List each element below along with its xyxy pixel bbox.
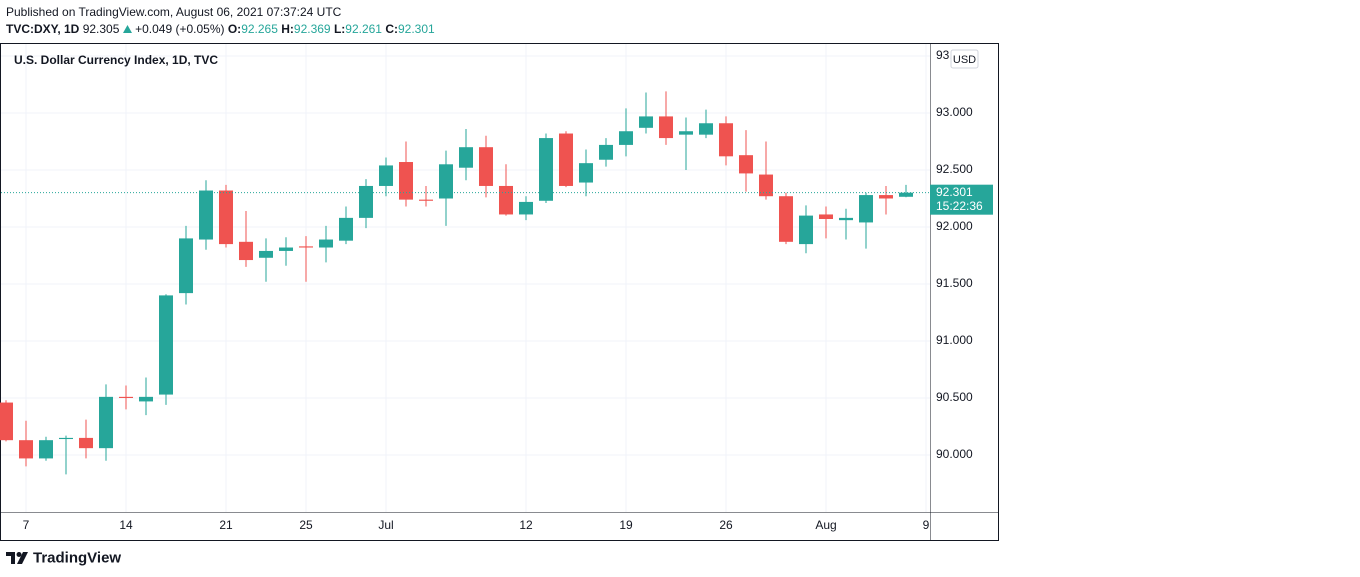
- last-price-box: [930, 184, 993, 215]
- candle-body: [899, 192, 913, 197]
- candle-body: [159, 295, 173, 395]
- candle-body: [659, 116, 673, 139]
- candle-body: [99, 396, 113, 449]
- close: 92.301: [398, 22, 435, 36]
- chart-title: U.S. Dollar Currency Index, 1D, TVC: [14, 53, 218, 67]
- high: 92.369: [293, 22, 331, 36]
- x-tick-label: 9: [923, 518, 930, 532]
- x-tick-label: 26: [719, 518, 733, 532]
- candle-body: [739, 155, 753, 174]
- candle-body: [779, 196, 793, 242]
- y-tick-label: 93.000: [936, 105, 973, 119]
- candle-body: [299, 246, 313, 248]
- symbol: TVC:DXY, 1D: [6, 22, 80, 36]
- symbol-line: TVC:DXY, 1D 92.305 +0.049 (+0.05%) O:92.…: [6, 22, 435, 36]
- candle-body: [59, 437, 73, 440]
- candle-body: [339, 217, 353, 241]
- candle-body: [119, 396, 133, 398]
- candle-body: [439, 164, 453, 199]
- candle-body: [499, 185, 513, 215]
- y-tick-label: 91.000: [936, 333, 973, 347]
- open: 92.265: [241, 22, 278, 36]
- x-tick-label: 7: [23, 518, 30, 532]
- candle-body: [879, 195, 893, 199]
- candle-body: [279, 247, 293, 251]
- currency: USD: [953, 54, 976, 66]
- candle-body: [179, 238, 193, 294]
- last-price-label: 92.301: [936, 185, 973, 199]
- low: 92.261: [345, 22, 382, 36]
- candle-body: [799, 215, 813, 245]
- candle-body: [19, 440, 33, 459]
- candle-body: [39, 440, 53, 459]
- candle-body: [559, 133, 573, 186]
- high-label: H:: [281, 22, 294, 36]
- x-tick-label: 25: [299, 518, 313, 532]
- up-arrow: [122, 25, 132, 33]
- candle-body: [379, 165, 393, 186]
- close-label: C:: [385, 22, 398, 36]
- y-tick-label: 90.500: [936, 390, 973, 404]
- candle-body: [259, 250, 273, 258]
- candle-body: [519, 201, 533, 215]
- x-tick-label: 12: [519, 518, 533, 532]
- candle-body: [599, 144, 613, 160]
- candle-body: [399, 162, 413, 200]
- candle-body: [719, 123, 733, 157]
- candle-body: [239, 241, 253, 261]
- y-tick-label: 92.500: [936, 162, 973, 176]
- candle-body: [679, 131, 693, 135]
- y-tick-label: 90.000: [936, 447, 973, 461]
- countdown: 15:22:36: [936, 199, 983, 213]
- candle-body: [579, 163, 593, 183]
- low-label: L:: [333, 22, 346, 36]
- x-tick-label: 19: [619, 518, 633, 532]
- currency-box: [950, 49, 979, 69]
- frame: [0, 43, 999, 541]
- candle-body: [859, 195, 873, 223]
- candle-body: [639, 116, 653, 128]
- candle-body: [199, 190, 213, 240]
- candle-body: [219, 190, 233, 245]
- y-tick-label: 92.000: [936, 219, 973, 233]
- x-tick-label: Aug: [815, 518, 836, 532]
- candle-body: [619, 131, 633, 145]
- candle-body: [0, 402, 13, 441]
- y-tick-label: 91.500: [936, 276, 973, 290]
- candle-body: [819, 214, 833, 220]
- x-tick-label: 21: [219, 518, 233, 532]
- chart: U.S. Dollar Currency Index, 1D, TVC 90.0…: [0, 43, 999, 541]
- open-label: O:: [227, 22, 242, 36]
- logo-text: TradingView: [33, 549, 121, 566]
- change: +0.049 (+0.05%): [135, 22, 225, 36]
- candle-body: [359, 185, 373, 218]
- candle-body: [839, 217, 853, 221]
- published: Published on TradingView.com, August 06,…: [6, 5, 342, 19]
- candle-body: [759, 174, 773, 197]
- candle-body: [539, 138, 553, 201]
- candle-body: [479, 147, 493, 186]
- candle-body: [139, 396, 153, 402]
- x-tick-label: Jul: [378, 518, 393, 532]
- candle-body: [319, 239, 333, 248]
- candle-body: [699, 123, 713, 135]
- price: 92.305: [82, 22, 120, 36]
- candle-body: [79, 437, 93, 449]
- logo: TradingView: [6, 549, 121, 566]
- candle-body: [419, 199, 433, 201]
- candle-body: [459, 147, 473, 168]
- x-tick-label: 14: [119, 518, 133, 532]
